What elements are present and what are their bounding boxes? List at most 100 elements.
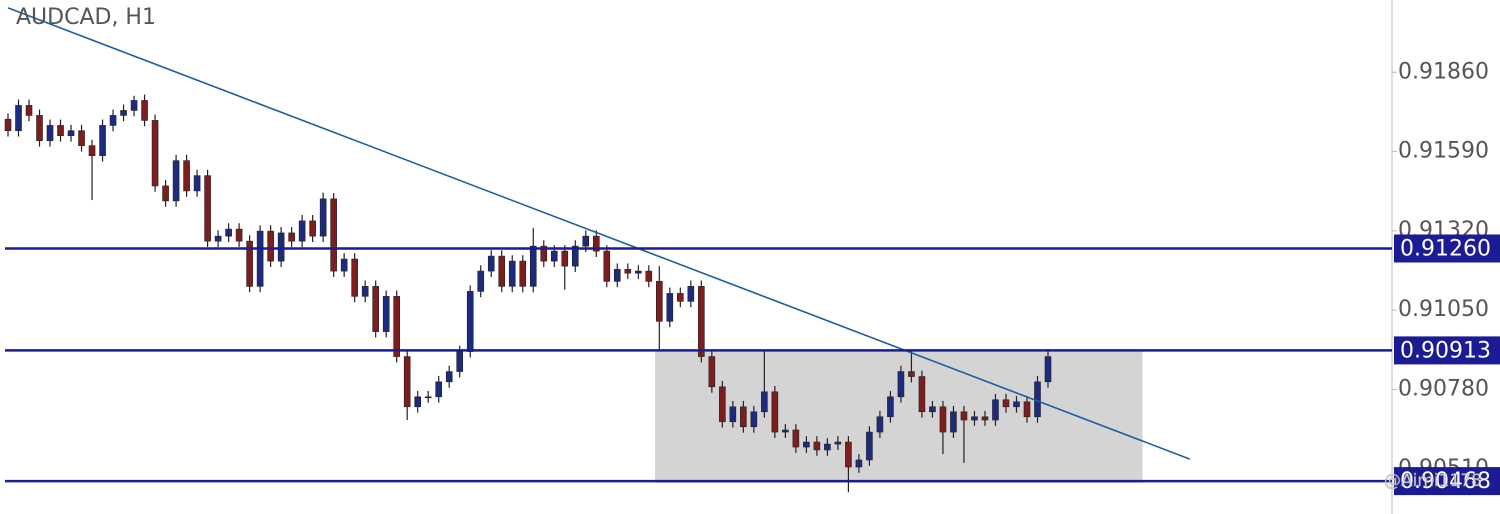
candle-body bbox=[351, 258, 358, 297]
candle-body bbox=[109, 115, 117, 126]
candle-body bbox=[908, 371, 915, 377]
candle-body bbox=[950, 411, 957, 433]
candle-body bbox=[887, 396, 894, 418]
candle-body bbox=[141, 100, 148, 121]
y-tick-label: 0.91050 bbox=[1398, 297, 1489, 322]
candle-body bbox=[708, 356, 716, 388]
candle-body bbox=[540, 245, 548, 262]
level-label-bg bbox=[1394, 234, 1500, 263]
candle-body bbox=[46, 125, 54, 141]
level-label-bg bbox=[1394, 336, 1500, 365]
candle-body bbox=[1013, 401, 1020, 408]
candle-body bbox=[214, 235, 222, 242]
candle-body bbox=[740, 406, 747, 428]
candle-body bbox=[193, 175, 201, 192]
candle-body bbox=[918, 376, 926, 413]
candle-body bbox=[519, 260, 527, 287]
candle-body bbox=[813, 441, 821, 451]
candle-body bbox=[498, 255, 506, 287]
candle-body bbox=[403, 356, 411, 408]
candle-body bbox=[277, 232, 285, 262]
candle-body bbox=[782, 429, 789, 433]
candle-body bbox=[855, 459, 863, 468]
candle-body bbox=[246, 240, 253, 287]
candle-body bbox=[361, 286, 369, 297]
candle-body bbox=[866, 431, 873, 461]
candle-body bbox=[824, 443, 831, 451]
candle-body bbox=[582, 235, 590, 247]
candle-body bbox=[466, 291, 474, 352]
watermark: @Aimi1178 bbox=[1384, 471, 1482, 491]
candle-body bbox=[666, 293, 674, 322]
y-tick-label: 0.91860 bbox=[1398, 59, 1489, 84]
candle-body bbox=[571, 245, 579, 267]
candle-body bbox=[235, 228, 243, 242]
candle-body bbox=[414, 396, 421, 408]
candle-body bbox=[183, 160, 190, 192]
candle-body bbox=[319, 198, 327, 237]
candle-body bbox=[845, 441, 852, 468]
candle-body bbox=[687, 286, 695, 302]
candle-body bbox=[960, 411, 968, 421]
candle-body bbox=[897, 371, 905, 398]
candle-body bbox=[372, 286, 379, 332]
candle-body bbox=[36, 115, 43, 141]
candle-body bbox=[550, 250, 558, 262]
candle-body bbox=[15, 105, 22, 132]
candle-body bbox=[4, 118, 12, 132]
candle-body bbox=[834, 441, 842, 445]
candle-body bbox=[393, 296, 400, 357]
candle-body bbox=[876, 416, 884, 433]
candle-body bbox=[771, 391, 779, 433]
candle-body bbox=[592, 235, 600, 252]
candle-body bbox=[25, 105, 33, 116]
range-zone bbox=[655, 350, 1143, 483]
y-tick-label: 0.91590 bbox=[1398, 139, 1489, 164]
candle-body bbox=[698, 286, 705, 357]
candle-body bbox=[424, 396, 432, 399]
candle-body bbox=[172, 160, 180, 202]
candle-body bbox=[309, 220, 316, 237]
candle-body bbox=[162, 185, 169, 202]
candle-body bbox=[508, 260, 516, 287]
candle-body bbox=[267, 230, 274, 262]
candle-body bbox=[635, 270, 642, 274]
candle-body bbox=[719, 386, 726, 423]
candle-body bbox=[67, 130, 75, 136]
candle-body bbox=[1023, 401, 1031, 418]
candle-body bbox=[729, 406, 737, 423]
candle-body bbox=[1044, 356, 1052, 383]
candle-body bbox=[613, 269, 621, 282]
candle-body bbox=[298, 220, 306, 242]
level-label: 0.91260 bbox=[1400, 236, 1491, 261]
candle-body bbox=[382, 296, 390, 332]
candle-body bbox=[603, 250, 611, 282]
plot-area bbox=[4, 7, 1191, 493]
candle-body bbox=[1002, 399, 1010, 408]
candle-body bbox=[750, 411, 758, 428]
candle-body bbox=[130, 100, 138, 111]
candle-body bbox=[445, 371, 453, 383]
candle-body bbox=[939, 406, 947, 433]
level-label: 0.90468 bbox=[1400, 469, 1491, 494]
candle-body bbox=[78, 130, 85, 146]
candle-body bbox=[792, 429, 800, 448]
candle-body bbox=[992, 399, 999, 421]
candle-body bbox=[256, 230, 264, 287]
candle-body bbox=[151, 120, 159, 187]
candle-body bbox=[204, 175, 211, 242]
candle-body bbox=[288, 232, 295, 242]
candle-body bbox=[971, 416, 978, 421]
candle-body bbox=[477, 270, 485, 292]
candle-body bbox=[340, 258, 348, 272]
candle-body bbox=[561, 250, 569, 267]
candle-body bbox=[677, 293, 684, 302]
candle-body bbox=[645, 270, 653, 282]
candle-body bbox=[120, 110, 127, 116]
candle-body bbox=[761, 391, 768, 413]
candle-body bbox=[624, 269, 632, 274]
candle-body bbox=[456, 351, 464, 372]
candle-body bbox=[929, 406, 936, 413]
candle-body bbox=[57, 125, 64, 136]
